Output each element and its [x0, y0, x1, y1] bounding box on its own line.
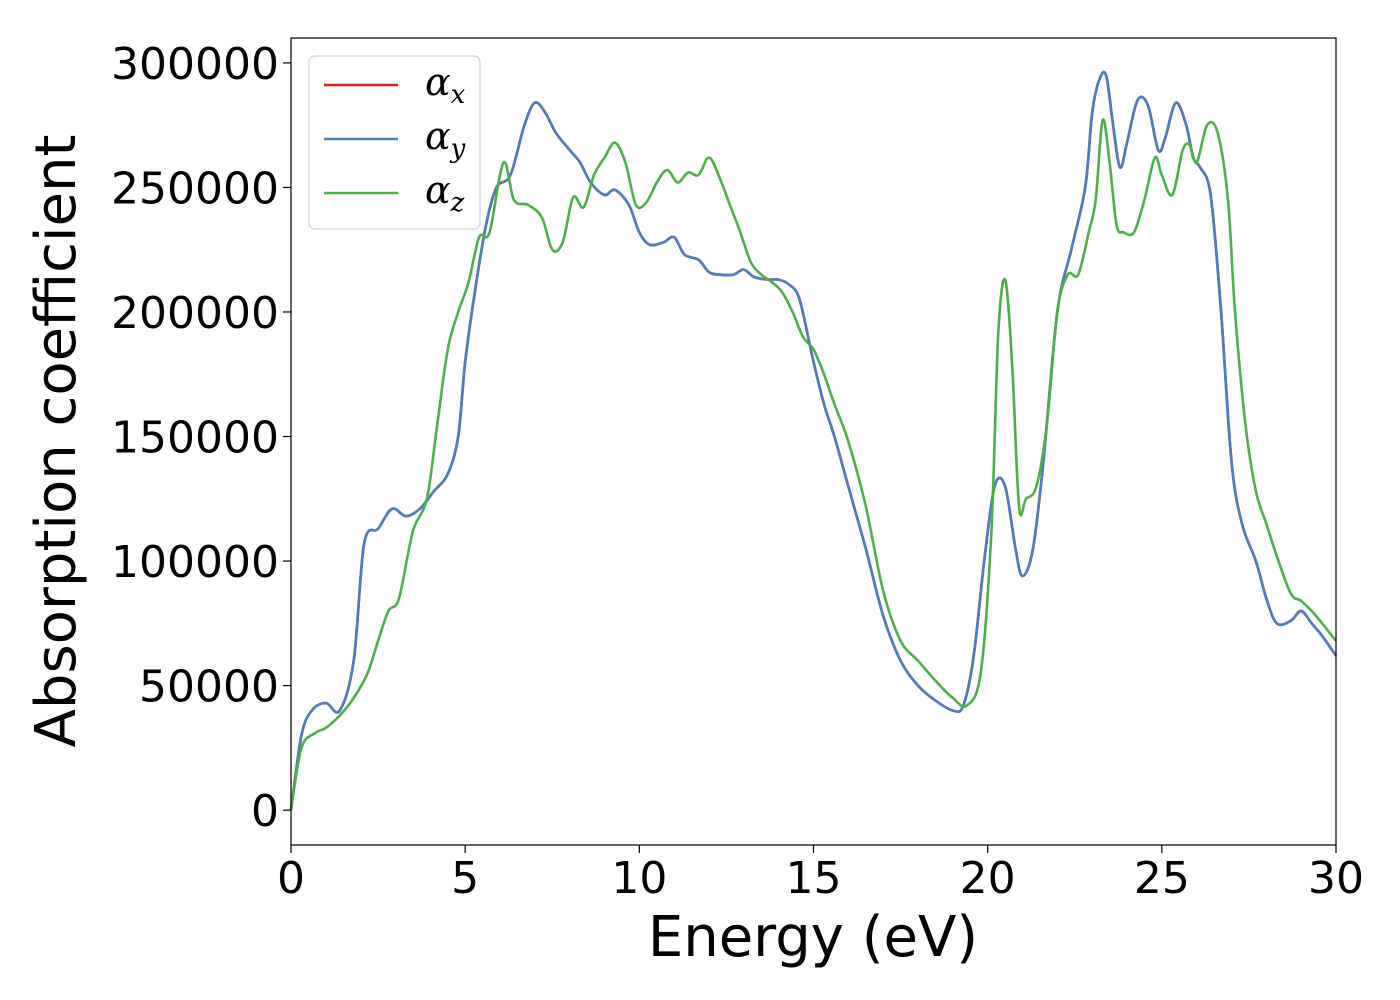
y-tick-label: 250000: [111, 163, 279, 214]
x-tick-label: 0: [277, 853, 305, 904]
y-tick-label: 300000: [111, 39, 279, 90]
x-tick-label: 30: [1308, 853, 1364, 904]
legend-frame: [308, 55, 481, 230]
y-axis-title: Absorption coefficient: [24, 135, 89, 748]
legend-label-y: αy: [425, 114, 466, 164]
legend-label-z: αz: [425, 168, 465, 218]
series-line-y: [289, 70, 1338, 811]
x-axis-title: Energy (eV): [648, 905, 978, 970]
x-tick-label: 15: [786, 853, 842, 904]
series-layer: [289, 70, 1338, 811]
y-tick-label: 200000: [111, 288, 279, 339]
series-line-z: [289, 118, 1338, 811]
x-tick-label: 25: [1134, 853, 1190, 904]
legend-label-x: αx: [425, 60, 466, 110]
x-tick-label: 20: [960, 853, 1016, 904]
x-tick-label: 10: [611, 853, 667, 904]
y-tick-label: 100000: [111, 537, 279, 588]
x-axis: 0 5 10 15 20 25 30: [277, 845, 1364, 904]
x-tick-label: 5: [451, 853, 479, 904]
y-tick-label: 50000: [139, 662, 279, 713]
y-tick-label: 150000: [111, 413, 279, 464]
y-axis: 0 50000 100000 150000 200000 250000 300000: [111, 39, 291, 837]
y-tick-label: 0: [251, 786, 279, 837]
